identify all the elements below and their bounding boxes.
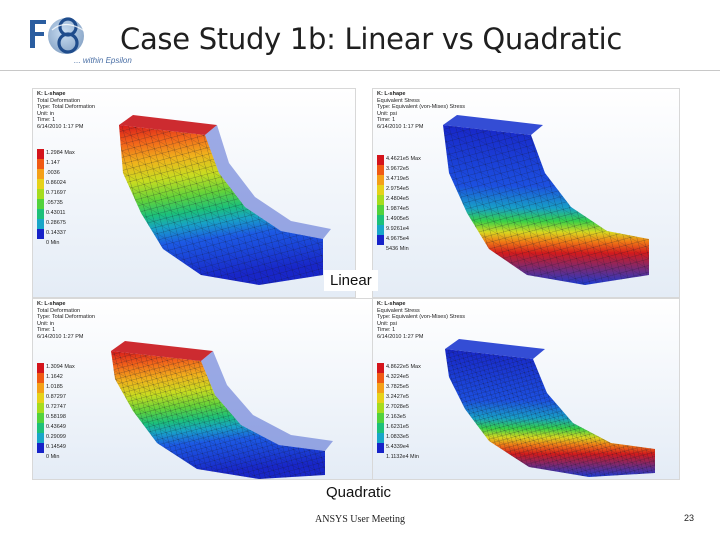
legend-tick: 4.9675e4 bbox=[386, 236, 409, 242]
legend-max: 1.2984 Max bbox=[46, 150, 75, 156]
logo-tagline: ... within Epsilon bbox=[74, 56, 132, 65]
legend-tick: 1.6231e5 bbox=[386, 424, 409, 430]
legend-tick: 1.0185 bbox=[46, 384, 63, 390]
color-legend-bar bbox=[377, 155, 384, 245]
result-info: K: L-shape Total Deformation Type: Total… bbox=[37, 91, 95, 131]
legend-tick: 0.43649 bbox=[46, 424, 66, 430]
legend-tick: .05735 bbox=[46, 200, 63, 206]
result-type: Total Deformation bbox=[37, 307, 81, 314]
legend-tick: 2.163e5 bbox=[386, 414, 406, 420]
legend-tick: 3.4719e5 bbox=[386, 176, 409, 182]
legend-tick: 1.1642 bbox=[46, 374, 63, 380]
deformation-plot bbox=[33, 89, 355, 297]
legend-tick: .0036 bbox=[46, 170, 60, 176]
legend-tick: 0.14337 bbox=[46, 230, 66, 236]
linear-deformation-panel: K: L-shape Total Deformation Type: Total… bbox=[32, 88, 356, 298]
result-subtype: Type: Total Deformation bbox=[37, 314, 95, 321]
legend-tick: 0.72747 bbox=[46, 404, 66, 410]
result-unit: Unit: psi bbox=[377, 110, 397, 117]
stress-plot bbox=[373, 89, 679, 297]
legend-tick: 0.29099 bbox=[46, 434, 66, 440]
slide-title: Case Study 1b: Linear vs Quadratic bbox=[120, 22, 623, 56]
model-name: K: L-shape bbox=[37, 91, 66, 97]
model-name: K: L-shape bbox=[377, 301, 406, 307]
quadratic-deformation-panel: K: L-shape Total Deformation Type: Total… bbox=[32, 298, 374, 480]
result-timestamp: 6/14/2010 1:17 PM bbox=[37, 123, 84, 130]
legend-min: 0 Min bbox=[46, 454, 60, 460]
footer-text: ANSYS User Meeting bbox=[315, 514, 405, 525]
deformation-plot bbox=[33, 299, 373, 479]
legend-tick: 0.86024 bbox=[46, 180, 66, 186]
result-unit: Unit: in bbox=[37, 320, 55, 327]
page-number: 23 bbox=[683, 513, 694, 523]
model-name: K: L-shape bbox=[377, 91, 406, 97]
legend-tick: 0.71697 bbox=[46, 190, 66, 196]
epsilon-logo bbox=[30, 17, 87, 54]
quadratic-stress-panel: K: L-shape Equivalent Stress Type: Equiv… bbox=[372, 298, 680, 480]
result-timestamp: 6/14/2010 1:27 PM bbox=[37, 333, 84, 340]
result-timestamp: 6/14/2010 1:17 PM bbox=[377, 123, 424, 130]
quadratic-label: Quadratic bbox=[320, 482, 398, 503]
result-time: Time: 1 bbox=[377, 327, 396, 334]
linear-label: Linear bbox=[324, 270, 378, 291]
stress-plot bbox=[373, 299, 679, 479]
legend-tick: 0.43011 bbox=[46, 210, 66, 216]
legend-tick: 1.147 bbox=[46, 160, 60, 166]
legend-tick: 0.87297 bbox=[46, 394, 66, 400]
color-legend-bar bbox=[37, 149, 44, 239]
color-legend-bar bbox=[37, 363, 44, 453]
legend-tick: 0.58198 bbox=[46, 414, 66, 420]
result-timestamp: 6/14/2010 1:27 PM bbox=[377, 333, 424, 340]
legend-max: 1.3094 Max bbox=[46, 364, 75, 370]
legend-max: 4.4621e5 Max bbox=[386, 156, 421, 162]
legend-min: 5436 Min bbox=[386, 246, 409, 252]
result-time: Time: 1 bbox=[37, 327, 56, 334]
legend-tick: 1.4905e5 bbox=[386, 216, 409, 222]
color-legend-bar bbox=[377, 363, 384, 453]
result-info: K: L-shape Equivalent Stress Type: Equiv… bbox=[377, 91, 465, 131]
title-divider bbox=[0, 70, 720, 71]
legend-tick: 3.2427e5 bbox=[386, 394, 409, 400]
result-subtype: Type: Total Deformation bbox=[37, 104, 95, 111]
result-type: Equivalent Stress bbox=[377, 307, 420, 314]
legend-max: 4.8622e5 Max bbox=[386, 364, 421, 370]
legend-tick: 1.9874e5 bbox=[386, 206, 409, 212]
result-time: Time: 1 bbox=[37, 117, 56, 124]
legend-tick: 3.9672e5 bbox=[386, 166, 409, 172]
legend-tick: 0.28675 bbox=[46, 220, 66, 226]
result-unit: Unit: in bbox=[37, 110, 55, 117]
result-subtype: Type: Equivalent (von-Mises) Stress bbox=[377, 314, 466, 321]
linear-stress-panel: K: L-shape Equivalent Stress Type: Equiv… bbox=[372, 88, 680, 298]
result-unit: Unit: psi bbox=[377, 320, 397, 327]
result-time: Time: 1 bbox=[377, 117, 396, 124]
result-subtype: Type: Equivalent (von-Mises) Stress bbox=[377, 104, 466, 111]
legend-tick: 2.7028e5 bbox=[386, 404, 409, 410]
legend-tick: 5.4339e4 bbox=[386, 444, 409, 450]
result-type: Total Deformation bbox=[37, 97, 81, 104]
legend-tick: 4.3224e5 bbox=[386, 374, 409, 380]
legend-tick: 2.9754e5 bbox=[386, 186, 409, 192]
legend-min: 1.1132e4 Min bbox=[386, 454, 419, 460]
legend-min: 0 Min bbox=[46, 240, 60, 246]
legend-tick: 2.4804e5 bbox=[386, 196, 409, 202]
result-type: Equivalent Stress bbox=[377, 97, 420, 104]
legend-tick: 0.14549 bbox=[46, 444, 66, 450]
legend-tick: 3.7825e5 bbox=[386, 384, 409, 390]
result-info: K: L-shape Equivalent Stress Type: Equiv… bbox=[377, 301, 465, 341]
legend-tick: 9.9261e4 bbox=[386, 226, 409, 232]
model-name: K: L-shape bbox=[37, 301, 66, 307]
legend-tick: 1.0833e5 bbox=[386, 434, 409, 440]
result-info: K: L-shape Total Deformation Type: Total… bbox=[37, 301, 95, 341]
